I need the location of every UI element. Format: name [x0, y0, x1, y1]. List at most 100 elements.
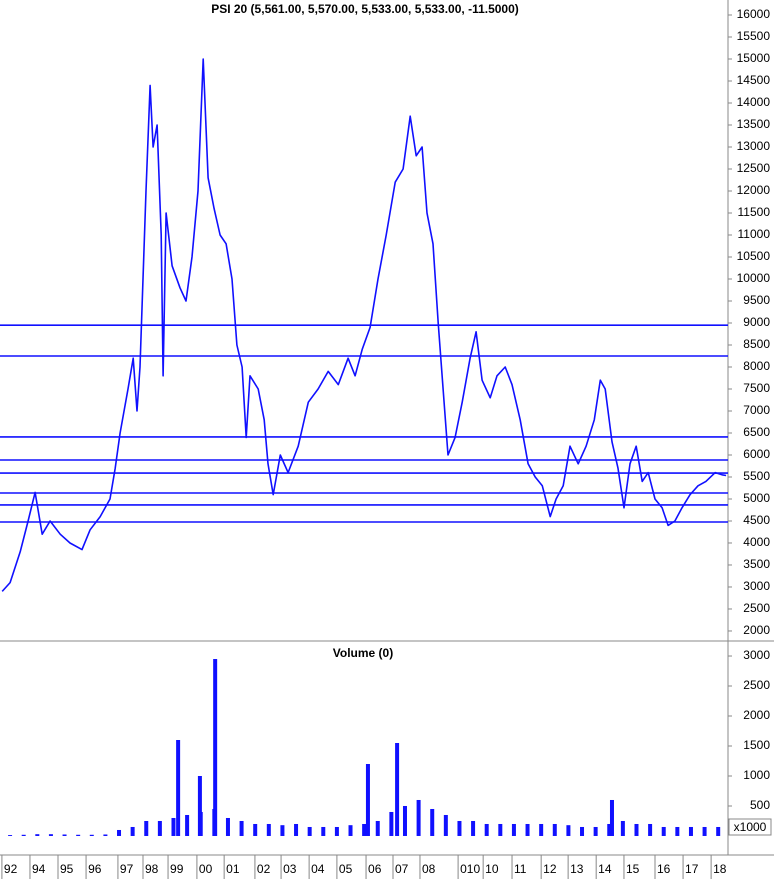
volume-bar — [484, 823, 489, 836]
y-tick-label: 6000 — [743, 447, 770, 461]
x-tick-label: 15 — [626, 862, 640, 876]
volume-bar — [198, 811, 203, 836]
volume-bar — [225, 817, 230, 836]
volume-bar — [634, 823, 639, 836]
volume-bar — [76, 834, 81, 836]
price-title: PSI 20 (5,561.00, 5,570.00, 5,533.00, 5,… — [211, 2, 519, 16]
volume-bar — [280, 825, 285, 836]
volume-bar — [471, 820, 476, 836]
y-tick-label: 5500 — [743, 469, 770, 483]
x-tick-label: 95 — [60, 862, 74, 876]
volume-bar — [334, 826, 339, 836]
y-tick-label: 2500 — [743, 678, 770, 692]
y-tick-label: 14500 — [737, 73, 771, 87]
volume-bar — [716, 826, 721, 836]
volume-bar — [253, 823, 258, 836]
volume-bar — [609, 799, 614, 836]
volume-bar — [702, 826, 707, 836]
volume-bar — [21, 834, 26, 836]
volume-bar — [593, 826, 598, 836]
volume-bar — [389, 811, 394, 836]
y-tick-label: 15500 — [737, 29, 771, 43]
y-tick-label: 10000 — [737, 271, 771, 285]
volume-bar — [348, 825, 353, 836]
volume-bar — [62, 834, 67, 836]
x-tick-label: 02 — [257, 862, 271, 876]
x-tick-label: 00 — [199, 862, 213, 876]
x-tick-label: 98 — [145, 862, 159, 876]
x-tick-label: 97 — [120, 862, 134, 876]
y-tick-label: 15000 — [737, 51, 771, 65]
volume-bar — [307, 826, 312, 836]
x-tick-label: 96 — [88, 862, 102, 876]
volume-bar — [266, 823, 271, 836]
volume-bar — [607, 823, 612, 836]
volume-bar — [239, 820, 244, 836]
x-tick-label: 10 — [485, 862, 499, 876]
volume-bar — [552, 823, 557, 836]
y-tick-label: 8000 — [743, 359, 770, 373]
volume-bar — [402, 805, 407, 836]
y-tick-label: 1000 — [743, 768, 770, 782]
x-tick-label: 05 — [339, 862, 353, 876]
volume-bar — [176, 740, 181, 836]
x-tick-label: 18 — [713, 862, 727, 876]
volume-bar — [171, 817, 176, 836]
volume-bar — [89, 834, 94, 836]
y-tick-label: 1500 — [743, 738, 770, 752]
volume-bar — [416, 799, 421, 836]
y-tick-label: 3000 — [743, 579, 770, 593]
volume-title: Volume (0) — [333, 646, 393, 660]
volume-bar — [511, 823, 516, 836]
volume-bar — [375, 820, 380, 836]
x-tick-label: 03 — [283, 862, 297, 876]
volume-bar — [48, 834, 53, 836]
volume-bar — [213, 659, 218, 836]
volume-bar — [197, 775, 202, 836]
volume-bar — [117, 829, 122, 836]
y-tick-label: 4500 — [743, 513, 770, 527]
y-tick-label: 7500 — [743, 381, 770, 395]
volume-bar — [688, 826, 693, 836]
volume-bar — [35, 834, 40, 836]
y-tick-label: 12000 — [737, 183, 771, 197]
x-tick-label: 010 — [460, 862, 480, 876]
x-tick-label: 06 — [368, 862, 382, 876]
y-tick-label: 12500 — [737, 161, 771, 175]
y-tick-label: 7000 — [743, 403, 770, 417]
volume-bar — [103, 834, 108, 836]
volume-bar — [362, 823, 367, 836]
volume-bar — [430, 808, 435, 836]
y-tick-label: 13500 — [737, 117, 771, 131]
x-tick-label: 13 — [570, 862, 584, 876]
volume-bar — [525, 823, 530, 836]
x-tick-label: 12 — [543, 862, 557, 876]
x-tick-label: 99 — [170, 862, 184, 876]
volume-unit: x1000 — [734, 820, 767, 834]
volume-bar — [661, 826, 666, 836]
price-line — [1, 58, 727, 592]
x-tick-label: 11 — [514, 862, 527, 876]
volume-bar — [539, 823, 544, 836]
volume-bar — [457, 820, 462, 836]
volume-bar — [620, 820, 625, 836]
y-tick-label: 14000 — [737, 95, 771, 109]
x-tick-label: 08 — [422, 862, 436, 876]
volume-bar — [8, 835, 13, 836]
x-tick-label: 07 — [395, 862, 409, 876]
x-tick-label: 14 — [598, 862, 612, 876]
volume-bar — [321, 826, 326, 836]
y-tick-label: 500 — [750, 798, 770, 812]
volume-bar — [675, 826, 680, 836]
x-tick-label: 04 — [311, 862, 325, 876]
volume-bar — [648, 823, 653, 836]
y-tick-label: 2500 — [743, 601, 770, 615]
volume-bar — [144, 820, 149, 836]
x-tick-label: 16 — [657, 862, 671, 876]
volume-bar — [443, 814, 448, 836]
y-tick-label: 16000 — [737, 7, 771, 21]
y-tick-label: 10500 — [737, 249, 771, 263]
unit-box — [728, 818, 772, 836]
